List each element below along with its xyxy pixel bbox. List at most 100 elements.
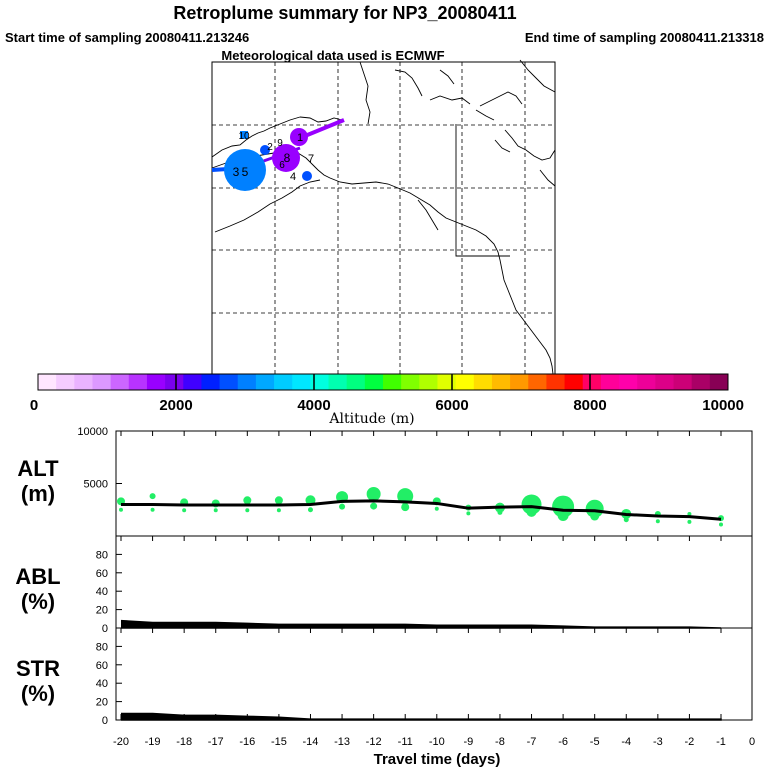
plume-label: 1 [297, 132, 303, 144]
plume-altitude-dot [401, 503, 410, 512]
plume-altitude-dot [274, 496, 283, 505]
colorbar-swatch [237, 374, 257, 390]
colorbar-swatch [655, 374, 675, 390]
colorbar-tick-label: 4000 [297, 397, 330, 414]
x-tick-label: -9 [463, 736, 473, 748]
colorbar-tick-label: 10000 [702, 397, 744, 414]
plume-marker-circle [302, 171, 312, 181]
altitude-colorbar [37, 373, 729, 391]
colorbar-swatch [346, 374, 366, 390]
x-tick-label: -14 [303, 736, 319, 748]
plume-altitude-dot [213, 508, 218, 513]
colorbar-swatch [146, 374, 166, 390]
y-tick-label: 20 [96, 605, 108, 617]
x-axis: -20 -19 -18 -17 -16 -15 -14 -13 -12 -11 -10 -9 -8 -7-… [113, 714, 755, 748]
plume-altitude-dot [590, 511, 600, 521]
y-tick-label: 20 [96, 697, 108, 709]
colorbar-swatch [383, 374, 402, 390]
y-tick-label: 10000 [77, 426, 108, 438]
panel-str: 0 20 40 60 80 STR(%) [16, 627, 753, 727]
x-tick-label: -17 [208, 736, 224, 748]
plume-altitude-dot [557, 510, 569, 522]
panel-ylabel-units: (%) [21, 681, 55, 706]
x-tick-label: -20 [113, 736, 129, 748]
colorbar-tick-label: 0 [30, 397, 38, 414]
plume-marker-circle [272, 144, 300, 172]
panel-ylabel: ABL [15, 564, 60, 589]
str-fraction-area [121, 712, 722, 721]
plume-marker-circle [260, 145, 270, 155]
colorbar-swatch [292, 374, 311, 390]
plume-altitude-dot [119, 507, 123, 512]
plume-marker-circle [290, 128, 308, 146]
panel-abl: 0 20 40 60 80 ABL(%) [15, 535, 753, 635]
colorbar-swatch [546, 374, 566, 390]
plume-altitude-dot [149, 493, 156, 500]
colorbar-tick-labels: 0 2000 4000 6000 8000 10000 [30, 374, 744, 414]
colorbar-swatch [128, 374, 148, 390]
met-data-label: Meteorological data used is ECMWF [221, 48, 444, 63]
plume-altitude-dot [552, 495, 575, 518]
colorbar-title: Altitude (m) [328, 411, 414, 427]
y-tick-label: 5000 [84, 479, 108, 491]
colorbar-swatch [582, 374, 602, 390]
x-tick-label: -6 [558, 736, 568, 748]
colorbar-swatch [364, 374, 384, 390]
colorbar-swatch [455, 374, 475, 390]
plume-altitude-dot [526, 506, 537, 517]
colorbar-swatch [92, 374, 112, 390]
panel-ylabel-units: (%) [21, 589, 55, 614]
y-tick-label: 60 [96, 660, 108, 672]
plume-label: 8 [284, 151, 291, 165]
figure-title: Retroplume summary for NP3_20080411 [173, 3, 516, 23]
x-tick-label: -5 [590, 736, 600, 748]
map-graticule [212, 62, 555, 374]
y-tick-label: 80 [96, 549, 108, 561]
plume-label: 9 [277, 138, 283, 149]
abl-fraction-area [120, 619, 722, 629]
panel-ylabel-units: (m) [21, 481, 55, 506]
colorbar-swatch [473, 374, 493, 390]
plume-altitude-dot [245, 508, 250, 513]
colorbar-swatch [219, 374, 239, 390]
plume-label: 3 [233, 165, 240, 179]
plume-altitude-dot [182, 508, 187, 513]
colorbar-tick-label: 8000 [573, 397, 606, 414]
plume-altitude-dot [585, 499, 604, 518]
colorbar-swatch [564, 374, 584, 390]
colorbar-swatch [491, 374, 511, 390]
colorbar-swatch [437, 374, 457, 390]
x-tick-label: -11 [398, 736, 413, 748]
y-tick-label: 40 [96, 678, 108, 690]
plume-label: 7 [308, 153, 314, 165]
plume-label: 4 [290, 171, 296, 183]
plume-altitude-dot [719, 522, 723, 527]
x-tick-label: -8 [495, 736, 505, 748]
x-tick-label: -2 [685, 736, 695, 748]
panel-ylabel: ALT [17, 456, 59, 481]
colorbar-swatch [709, 374, 729, 390]
plume-marker-square [240, 131, 248, 139]
colorbar-swatch [619, 374, 638, 390]
colorbar-swatch [74, 374, 93, 390]
plume-label: 2 [267, 142, 273, 153]
end-time-label: End time of sampling 20080411.213318 [525, 30, 764, 45]
x-tick-label: -3 [653, 736, 663, 748]
x-tick-label: 0 [749, 736, 755, 748]
x-tick-label: -12 [366, 736, 382, 748]
plume-label: 5 [242, 165, 249, 179]
y-tick-label: 60 [96, 568, 108, 580]
time-series-panels: 500010000ALT(m)020406080ABL(%)020406080S… [15, 426, 753, 727]
colorbar-swatch [38, 374, 57, 390]
colorbar-swatch [110, 374, 130, 390]
map-frame [211, 61, 556, 375]
y-tick-label: 0 [102, 623, 108, 635]
y-tick-label: 80 [96, 641, 108, 653]
x-axis-title: Travel time (days) [374, 751, 501, 768]
x-tick-label: -7 [527, 736, 537, 748]
plume-altitude-dot [434, 506, 439, 511]
plume-altitude-dot [623, 517, 629, 523]
colorbar-swatch [165, 374, 184, 390]
colorbar-swatch [310, 374, 330, 390]
